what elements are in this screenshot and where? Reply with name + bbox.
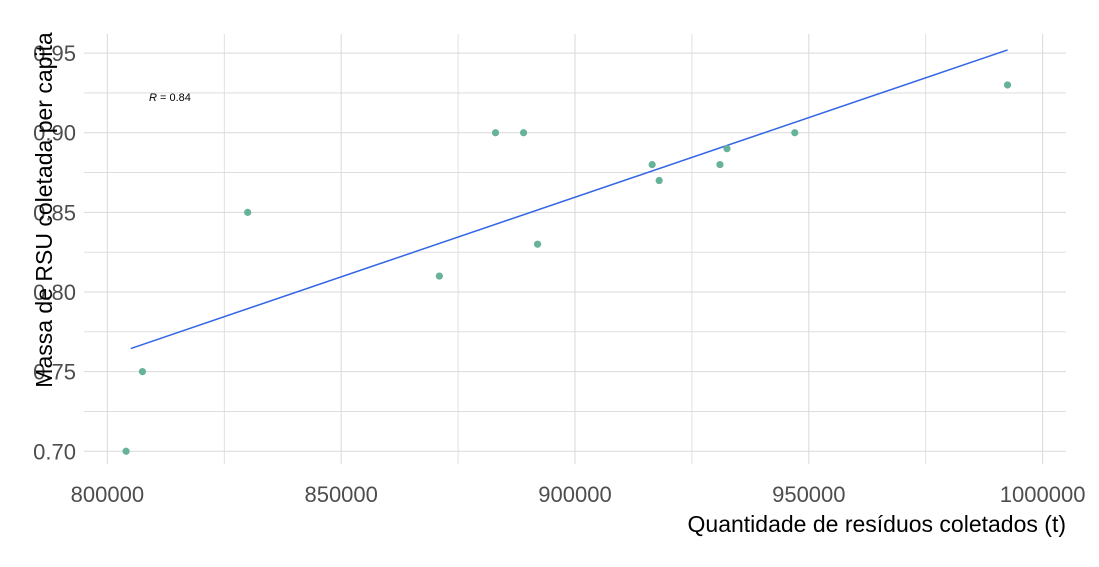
annotation-r: R: [149, 92, 157, 104]
x-tick-label: 900000: [538, 482, 611, 507]
y-tick-label: 0.80: [33, 280, 76, 305]
data-point: [491, 129, 500, 137]
x-tick-label: 950000: [772, 482, 845, 507]
data-point: [435, 272, 443, 280]
data-point: [648, 160, 656, 169]
y-tick-label: 0.85: [33, 200, 76, 225]
x-tick-label: 800000: [71, 482, 144, 507]
regression-line: [130, 49, 1008, 350]
data-point: [1003, 81, 1012, 89]
data-points: [122, 81, 1012, 455]
data-point: [122, 447, 130, 455]
y-tick-label: 0.70: [33, 439, 76, 464]
data-point: [533, 240, 542, 248]
trend-line-group: [130, 49, 1008, 350]
annotation-value: = 0.84: [157, 92, 191, 104]
data-point: [791, 129, 799, 137]
x-axis-title: Quantidade de resíduos coletados (t): [688, 511, 1066, 537]
data-point: [655, 176, 663, 185]
data-point: [716, 160, 724, 169]
grid: [84, 34, 1066, 464]
x-tick-label: 1000000: [1000, 482, 1086, 507]
data-point: [519, 129, 528, 137]
x-axis-ticks: 800000 850000 900000 950000 1000000: [71, 482, 1086, 507]
y-axis-title: Massa de RSU coletada per capita: [31, 32, 57, 388]
y-tick-label: 0.95: [33, 41, 76, 66]
y-tick-label: 0.90: [33, 121, 76, 146]
y-tick-label: 0.75: [33, 360, 76, 385]
y-axis-ticks: 0.70 0.75 0.80 0.85 0.90 0.95: [33, 41, 76, 464]
data-point: [723, 145, 731, 153]
data-point: [138, 368, 147, 376]
data-point: [244, 208, 252, 216]
correlation-annotation: R = 0.84: [149, 92, 191, 104]
x-tick-label: 850000: [304, 482, 377, 507]
